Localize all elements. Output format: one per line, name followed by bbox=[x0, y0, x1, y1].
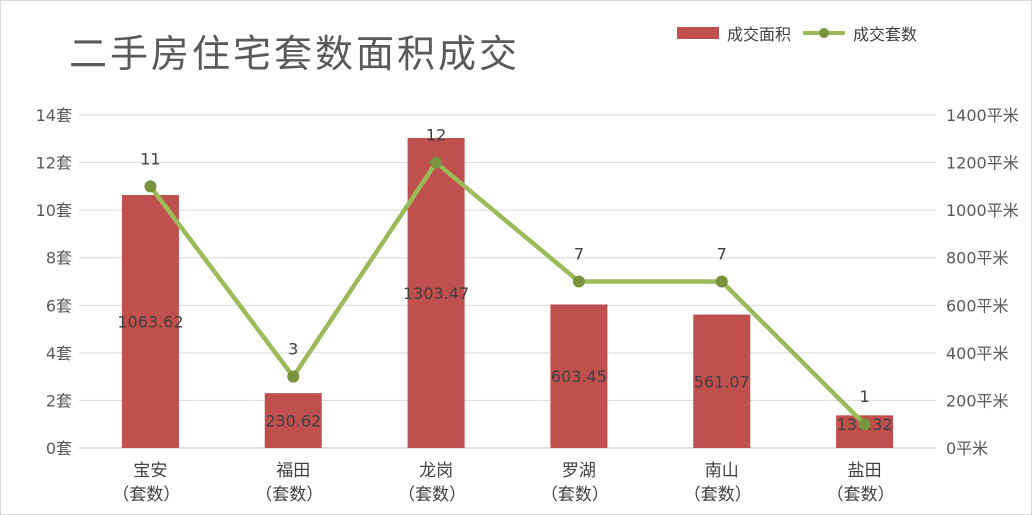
y-right-tick-label: 1200平米 bbox=[946, 154, 1019, 173]
y-left-tick-label: 12套 bbox=[36, 154, 72, 173]
line-point bbox=[572, 275, 585, 288]
line-point bbox=[858, 418, 871, 431]
x-tick-sublabel: （套数） bbox=[398, 485, 466, 505]
bar bbox=[550, 304, 608, 448]
x-tick-sublabel: （套数） bbox=[684, 485, 752, 505]
bar-data-label: 603.45 bbox=[551, 367, 607, 386]
y-left-tick-label: 10套 bbox=[36, 201, 72, 220]
line-data-label: 11 bbox=[140, 149, 160, 168]
x-tick-sublabel: （套数） bbox=[541, 485, 609, 505]
x-tick-sublabel: （套数） bbox=[255, 485, 323, 505]
y-right-tick-label: 200平米 bbox=[946, 391, 1009, 410]
x-tick-label: 龙岗 bbox=[419, 461, 453, 481]
y-right-tick-label: 1000平米 bbox=[946, 201, 1019, 220]
line-point bbox=[430, 156, 443, 169]
line-data-label: 7 bbox=[574, 245, 584, 264]
y-right-tick-label: 600平米 bbox=[946, 296, 1009, 315]
y-right-tick-label: 800平米 bbox=[946, 249, 1009, 268]
bar-data-label: 230.62 bbox=[265, 412, 321, 431]
line-point bbox=[715, 275, 728, 288]
line-point bbox=[144, 180, 157, 193]
x-tick-sublabel: （套数） bbox=[112, 485, 180, 505]
y-right-tick-label: 400平米 bbox=[946, 344, 1009, 363]
legend-line-swatch bbox=[803, 27, 846, 39]
bar bbox=[264, 393, 322, 448]
chart-title: 二手房住宅套数面积成交 bbox=[69, 32, 521, 76]
bar-data-label: 561.07 bbox=[694, 372, 750, 391]
x-tick-label: 福田 bbox=[276, 461, 310, 481]
x-tick-label: 盐田 bbox=[848, 461, 882, 481]
series-line bbox=[148, 160, 867, 426]
legend: 成交面积 成交套数 bbox=[677, 21, 929, 45]
legend-bar-swatch bbox=[677, 27, 719, 39]
x-tick-label: 罗湖 bbox=[562, 461, 596, 481]
line-data-label: 1 bbox=[859, 387, 869, 406]
y-right-tick-label: 1400平米 bbox=[946, 106, 1019, 125]
y-left-tick-label: 6套 bbox=[46, 296, 72, 315]
y-left-tick-label: 0套 bbox=[46, 439, 72, 458]
y-left-tick-label: 2套 bbox=[46, 391, 72, 410]
y-left-tick-label: 14套 bbox=[36, 106, 72, 125]
y-left-tick-label: 8套 bbox=[46, 249, 72, 268]
x-tick-sublabel: （套数） bbox=[827, 485, 895, 505]
bar bbox=[121, 195, 179, 448]
bar-data-label: 1303.47 bbox=[403, 284, 469, 303]
line-point bbox=[287, 370, 300, 383]
bar-data-label: 1063.62 bbox=[117, 313, 183, 332]
legend-item-count: 成交套数 bbox=[803, 21, 917, 45]
x-tick-label: 宝安 bbox=[133, 461, 167, 481]
legend-label-area: 成交面积 bbox=[727, 25, 792, 44]
bar bbox=[693, 314, 751, 448]
legend-item-area: 成交面积 bbox=[677, 21, 791, 45]
x-tick-label: 南山 bbox=[705, 461, 739, 481]
y-right-tick-label: 0平米 bbox=[946, 439, 988, 458]
line-data-label: 7 bbox=[717, 245, 727, 264]
line-data-label: 12 bbox=[426, 126, 446, 145]
legend-label-count: 成交套数 bbox=[853, 25, 918, 44]
line-data-label: 3 bbox=[288, 340, 298, 359]
y-left-tick-label: 4套 bbox=[46, 344, 72, 363]
